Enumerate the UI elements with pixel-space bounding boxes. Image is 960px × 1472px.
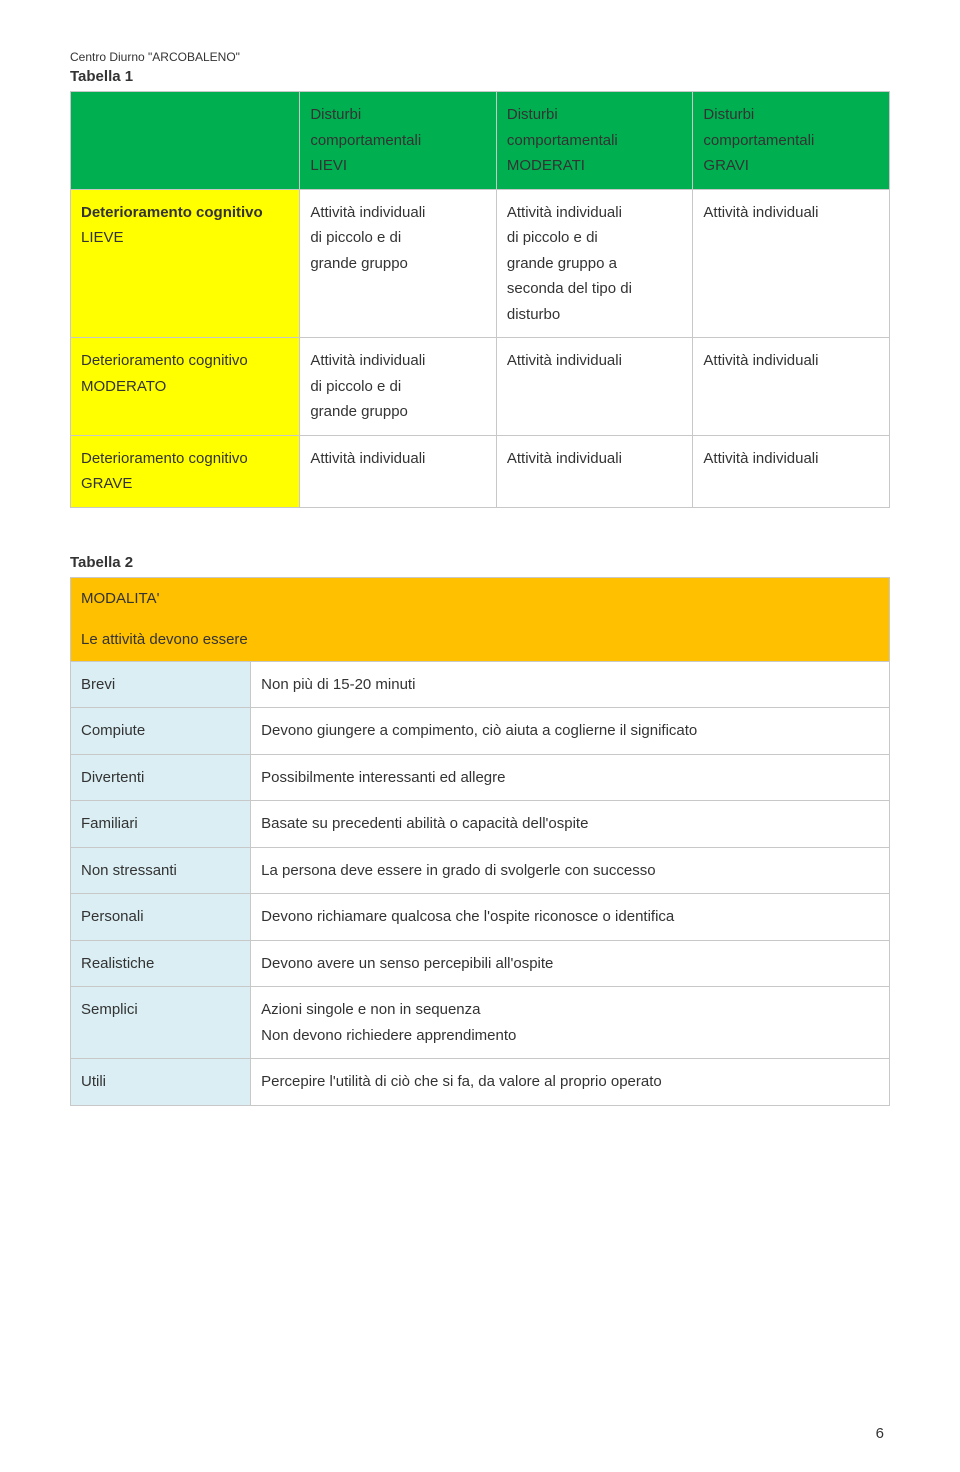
t2-row2-k: Divertenti [71,754,251,801]
header-note: Centro Diurno "ARCOBALENO" [70,50,890,64]
t2-header-line1: MODALITA' [71,577,890,619]
t2-row-8: Utili Percepire l'utilità di ciò che si … [71,1059,890,1106]
t2-row-0: Brevi Non più di 15-20 minuti [71,661,890,708]
t1-row2-c2: Attività individuali [496,435,693,507]
t2-row5-k: Personali [71,894,251,941]
t1-row1-label: Deterioramento cognitivoMODERATO [71,338,300,436]
t2-row5-v: Devono richiamare qualcosa che l'ospite … [251,894,890,941]
page-number: 6 [876,1425,884,1442]
page-container: Centro Diurno "ARCOBALENO" Tabella 1 Dis… [0,0,960,1472]
t2-row-4: Non stressanti La persona deve essere in… [71,847,890,894]
t1-header-cell-2: DisturbicomportamentaliMODERATI [496,92,693,190]
t1-row1-c1: Attività individualidi piccolo e digrand… [300,338,497,436]
t2-row-5: Personali Devono richiamare qualcosa che… [71,894,890,941]
t2-row-6: Realistiche Devono avere un senso percep… [71,940,890,987]
t2-row2-v: Possibilmente interessanti ed allegre [251,754,890,801]
t2-row3-v: Basate su precedenti abilità o capacità … [251,801,890,848]
t1-row0-label-plain: LIEVE [81,229,124,246]
table1-title: Tabella 1 [70,68,890,85]
table1: DisturbicomportamentaliLIEVI Disturbicom… [70,91,890,508]
table1-row-1: Deterioramento cognitivoMODERATO Attivit… [71,338,890,436]
t1-row0-label-bold: Deterioramento cognitivo [81,204,263,221]
t1-row1-c2: Attività individuali [496,338,693,436]
t1-row0-c1: Attività individualidi piccolo e digrand… [300,189,497,338]
t2-header-line2: Le attività devono essere [71,619,890,661]
table2-title: Tabella 2 [70,554,890,571]
t2-row-3: Familiari Basate su precedenti abilità o… [71,801,890,848]
t2-row-2: Divertenti Possibilmente interessanti ed… [71,754,890,801]
table2-header-row2: Le attività devono essere [71,619,890,661]
t2-row6-k: Realistiche [71,940,251,987]
t2-row0-k: Brevi [71,661,251,708]
t2-row6-v: Devono avere un senso percepibili all'os… [251,940,890,987]
t2-row-7: Semplici Azioni singole e non in sequenz… [71,987,890,1059]
t1-row2-c3: Attività individuali [693,435,890,507]
table2: MODALITA' Le attività devono essere Brev… [70,577,890,1106]
t1-header-cell-3: DisturbicomportamentaliGRAVI [693,92,890,190]
t1-row2-c1: Attività individuali [300,435,497,507]
t1-header-cell-1: DisturbicomportamentaliLIEVI [300,92,497,190]
t2-row1-v: Devono giungere a compimento, ciò aiuta … [251,708,890,755]
t1-row0-c2: Attività individualidi piccolo e digrand… [496,189,693,338]
t1-row0-c3: Attività individuali [693,189,890,338]
t2-row7-v: Azioni singole e non in sequenzaNon devo… [251,987,890,1059]
t2-row7-k: Semplici [71,987,251,1059]
t2-row8-v: Percepire l'utilità di ciò che si fa, da… [251,1059,890,1106]
t2-row3-k: Familiari [71,801,251,848]
table1-header-row: DisturbicomportamentaliLIEVI Disturbicom… [71,92,890,190]
t2-row0-v: Non più di 15-20 minuti [251,661,890,708]
t1-header-cell-empty [71,92,300,190]
t2-row4-v: La persona deve essere in grado di svolg… [251,847,890,894]
t1-row0-label: Deterioramento cognitivo LIEVE [71,189,300,338]
t1-row2-label: Deterioramento cognitivoGRAVE [71,435,300,507]
table2-header-row1: MODALITA' [71,577,890,619]
table1-row-0: Deterioramento cognitivo LIEVE Attività … [71,189,890,338]
t1-row1-c3: Attività individuali [693,338,890,436]
table1-row-2: Deterioramento cognitivoGRAVE Attività i… [71,435,890,507]
t2-row-1: Compiute Devono giungere a compimento, c… [71,708,890,755]
t2-row8-k: Utili [71,1059,251,1106]
t2-row1-k: Compiute [71,708,251,755]
t2-row4-k: Non stressanti [71,847,251,894]
